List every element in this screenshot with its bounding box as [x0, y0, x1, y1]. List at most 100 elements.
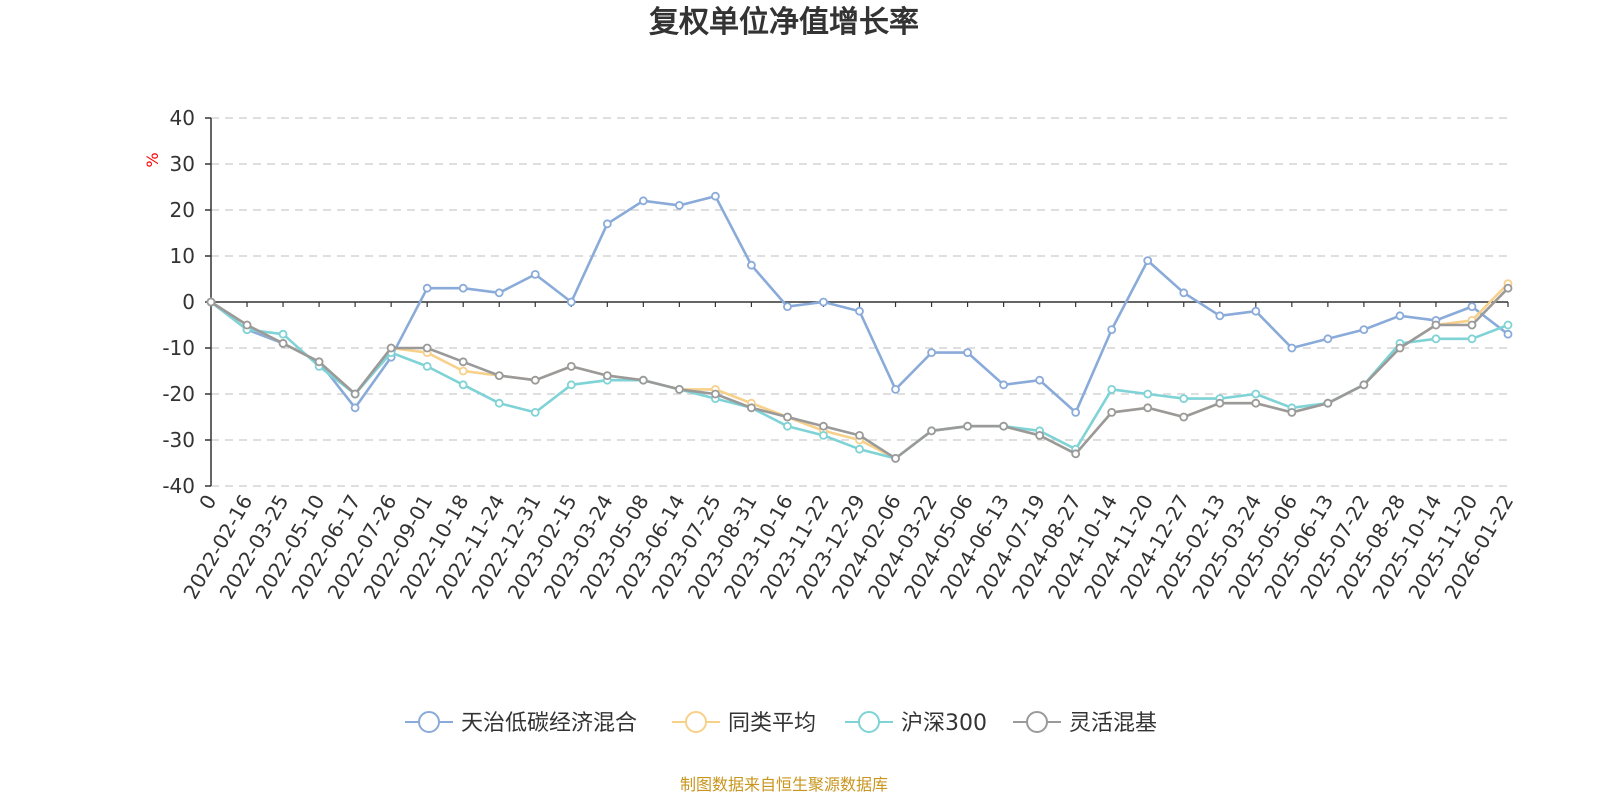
data-point — [1035, 375, 1045, 385]
axes: 403020100-10-20-30-4002022-02-162022-03-… — [162, 106, 1518, 603]
data-point — [891, 453, 900, 463]
data-point — [1179, 394, 1189, 404]
data-point — [855, 306, 864, 316]
data-point — [314, 357, 324, 367]
legend-marker — [685, 711, 707, 733]
y-tick-label: 30 — [170, 152, 195, 176]
legend-item-2: 沪深300 — [845, 711, 987, 736]
data-point — [1251, 306, 1261, 316]
data-point — [602, 371, 612, 381]
data-point — [566, 380, 576, 390]
data-point — [1467, 334, 1477, 344]
data-point — [710, 389, 720, 399]
data-point — [350, 403, 360, 413]
data-point — [278, 338, 288, 348]
data-point — [1359, 380, 1369, 390]
data-point — [1323, 334, 1333, 344]
data-point — [1395, 311, 1405, 321]
y-tick-label: 10 — [170, 244, 195, 268]
y-axis-unit-label: % — [143, 152, 162, 167]
data-point — [891, 384, 900, 394]
data-point — [1359, 325, 1369, 335]
data-point — [494, 398, 504, 408]
data-point — [783, 421, 792, 431]
data-point — [927, 426, 936, 436]
data-point — [530, 375, 540, 385]
data-point — [1071, 407, 1081, 417]
y-tick-label: 40 — [170, 106, 195, 130]
data-point — [1395, 343, 1405, 353]
data-point — [494, 371, 504, 381]
legend-label: 灵活混基 — [1069, 711, 1157, 736]
data-point — [819, 297, 828, 307]
data-point — [1467, 320, 1477, 330]
data-point — [1107, 407, 1117, 417]
data-point — [1251, 389, 1261, 399]
data-point — [963, 421, 972, 431]
data-point — [1215, 398, 1225, 408]
data-point — [783, 412, 792, 422]
data-point — [458, 357, 468, 367]
data-point — [1143, 389, 1153, 399]
data-point — [747, 403, 756, 413]
data-point — [422, 343, 432, 353]
data-point — [566, 297, 576, 307]
series-3 — [206, 283, 1513, 463]
legend-item-0: 天治低碳经济混合 — [405, 711, 637, 736]
data-point — [855, 444, 864, 454]
data-point — [1251, 398, 1261, 408]
y-tick-label: -10 — [162, 336, 195, 360]
data-point — [242, 320, 252, 330]
legend-label: 天治低碳经济混合 — [461, 711, 637, 736]
data-point — [1323, 398, 1333, 408]
y-tick-label: 20 — [170, 198, 195, 222]
data-point — [422, 283, 432, 293]
data-point — [1431, 320, 1441, 330]
data-point — [963, 348, 972, 358]
data-point — [1107, 384, 1117, 394]
data-point — [747, 260, 756, 270]
data-point — [1431, 334, 1441, 344]
series-0 — [206, 191, 1513, 417]
series-layer — [206, 191, 1513, 463]
data-point — [783, 302, 792, 312]
data-point — [710, 191, 720, 201]
data-point — [1179, 288, 1189, 298]
data-point — [1215, 311, 1225, 321]
data-point — [458, 366, 468, 376]
legend: 天治低碳经济混合 同类平均 沪深300 灵活混基 — [405, 711, 1157, 736]
data-point — [1107, 325, 1117, 335]
data-point — [674, 384, 684, 394]
legend-marker — [1026, 711, 1048, 733]
data-point — [1287, 407, 1297, 417]
data-point — [350, 389, 360, 399]
data-point — [1503, 329, 1513, 339]
data-point — [566, 361, 576, 371]
y-tick-label: -30 — [162, 428, 195, 452]
x-tick-label: 0 — [194, 491, 221, 514]
legend-item-3: 灵活混基 — [1013, 711, 1157, 736]
data-point — [1143, 403, 1153, 413]
data-point — [1035, 430, 1045, 440]
data-point — [819, 421, 828, 431]
data-point — [999, 421, 1009, 431]
legend-label: 同类平均 — [728, 711, 816, 736]
data-point — [458, 283, 468, 293]
data-point — [1503, 320, 1513, 330]
legend-label: 沪深300 — [901, 711, 987, 736]
data-point — [530, 407, 540, 417]
data-point — [278, 329, 288, 339]
data-point — [855, 430, 864, 440]
data-point — [927, 348, 936, 358]
data-point — [530, 269, 540, 279]
data-point — [1467, 302, 1477, 312]
data-point — [1179, 412, 1189, 422]
data-point — [386, 343, 396, 353]
data-point — [819, 430, 828, 440]
legend-item-1: 同类平均 — [672, 711, 816, 736]
data-point — [1071, 449, 1081, 459]
data-point — [638, 375, 648, 385]
data-point — [674, 200, 684, 210]
data-point — [1287, 343, 1297, 353]
legend-marker — [858, 711, 880, 733]
